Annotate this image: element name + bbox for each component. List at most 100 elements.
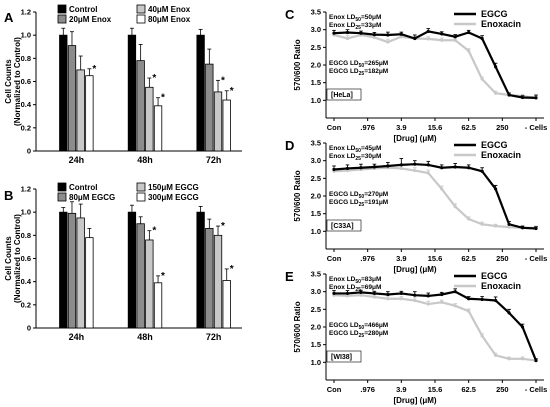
- x-tick-label: .976: [360, 254, 375, 263]
- bar: [145, 86, 154, 152]
- data-point: [345, 291, 350, 296]
- legend-label: 40μM Enox: [148, 5, 191, 14]
- series-line: [333, 30, 537, 99]
- data-point: [520, 325, 525, 329]
- x-tick-label: .976: [360, 123, 375, 132]
- significance-star: *: [230, 86, 234, 97]
- x-tick-label: - Cells: [525, 254, 548, 263]
- data-point: [399, 163, 403, 167]
- data-point: [386, 33, 390, 37]
- legend-label: Control: [69, 183, 97, 192]
- y-tick-label: 2.0: [311, 323, 321, 332]
- y-tick-label: 2.0: [311, 192, 321, 201]
- data-point: [467, 166, 471, 170]
- legend-label: Enoxacin: [481, 19, 521, 29]
- data-point: [453, 35, 457, 39]
- legend-swatch: [136, 14, 146, 24]
- data-point: [520, 357, 525, 361]
- y-tick-label: 1.0: [21, 208, 31, 217]
- x-tick-label: 24h: [69, 155, 85, 165]
- data-point: [453, 304, 457, 308]
- y-tick-label: 1.2: [21, 185, 31, 194]
- bar: [222, 280, 231, 329]
- x-axis-label: [Drug] (μM): [393, 134, 436, 143]
- data-point: [494, 224, 498, 228]
- y-tick-label: 1.0: [311, 227, 321, 236]
- y-axis-label: 570/600 Ratio: [293, 301, 302, 352]
- significance-star: *: [230, 264, 234, 275]
- bar: [196, 211, 205, 329]
- data-point: [534, 96, 538, 100]
- cell-line-label: [C33A]: [331, 223, 354, 230]
- y-tick-label: 2.0: [311, 61, 321, 70]
- x-tick-label: Con: [327, 385, 342, 394]
- y-tick-label: 1.0: [311, 358, 321, 367]
- y-tick-label: 0.4: [21, 277, 32, 286]
- x-tick-label: .976: [360, 385, 375, 394]
- y-tick-label: 1.0: [21, 31, 31, 40]
- bar: [205, 227, 214, 329]
- data-point: [467, 309, 471, 313]
- legend-label: 80μM EGCG: [69, 193, 115, 202]
- x-tick-label: 3.9: [396, 254, 406, 263]
- y-tick-label: 2.5: [311, 305, 321, 314]
- bar: [59, 34, 68, 152]
- bar-panel-b: B 0 0.2 0.4 0.6 0.8 1.0 1.2 Cell Counts(Normaliz…: [4, 182, 242, 342]
- ld-annotation: Enox LD50=50μM: [329, 14, 381, 23]
- significance-star: *: [161, 93, 165, 104]
- data-point: [413, 298, 417, 303]
- bar: [153, 105, 163, 152]
- ld-annotation: Enox LD25=33μM: [329, 22, 381, 31]
- x-tick-label: 72h: [206, 332, 222, 342]
- legend-label: Enoxacin: [481, 281, 521, 291]
- significance-star: *: [92, 64, 96, 75]
- data-point: [480, 77, 484, 81]
- legend-swatch: [57, 192, 67, 202]
- data-point: [507, 93, 511, 97]
- y-tick-label: 0.8: [21, 54, 31, 63]
- y-axis-label: 570/600 Ratio: [293, 170, 302, 221]
- ld-annotation: EGCG LD25=191μM: [329, 199, 388, 208]
- x-tick-label: Con: [327, 254, 342, 263]
- data-point: [345, 30, 350, 35]
- significance-star: *: [152, 73, 156, 84]
- data-point: [507, 222, 511, 226]
- ld-annotation: EGCG LD25=280μM: [329, 330, 388, 339]
- legend-swatch: [57, 4, 67, 14]
- x-tick-label: 48h: [137, 332, 153, 342]
- data-point: [520, 226, 525, 230]
- data-point: [413, 162, 417, 166]
- x-tick-label: 250: [496, 254, 509, 263]
- data-point: [440, 187, 444, 191]
- y-tick-label: 3.5: [311, 8, 321, 17]
- data-point: [480, 36, 484, 41]
- legend-swatch: [136, 4, 146, 14]
- bar: [76, 217, 85, 329]
- bar: [136, 60, 145, 152]
- panel-letter: D: [285, 138, 294, 153]
- legend-label: EGCG: [481, 140, 508, 150]
- x-tick-label: 250: [496, 385, 509, 394]
- x-axis-label: [Drug] (μM): [393, 396, 436, 405]
- y-tick-label: 1.5: [311, 340, 321, 349]
- data-point: [399, 32, 403, 36]
- legend-swatch: [57, 14, 67, 24]
- data-point: [345, 36, 350, 41]
- data-point: [453, 165, 457, 169]
- line-panel-d: D 1.0 1.5 2.0 2.5 3.0 3.5 570/600 Ratio Con .976 3…: [285, 138, 547, 274]
- x-tick-label: 3.9: [396, 385, 406, 394]
- y-tick-label: 2.5: [311, 43, 321, 52]
- bar: [213, 234, 223, 329]
- ld-annotation: EGCG LD50=466μM: [329, 322, 388, 331]
- x-axis-label: [Drug] (μM): [393, 265, 436, 274]
- x-tick-label: 15.6: [428, 385, 443, 394]
- data-point: [507, 357, 511, 361]
- data-point: [494, 65, 498, 69]
- significance-star: *: [161, 271, 165, 282]
- data-point: [440, 32, 444, 36]
- data-point: [399, 297, 403, 301]
- data-point: [480, 169, 484, 173]
- significance-star: *: [152, 226, 156, 237]
- data-point: [426, 302, 430, 306]
- x-tick-label: 48h: [137, 155, 153, 165]
